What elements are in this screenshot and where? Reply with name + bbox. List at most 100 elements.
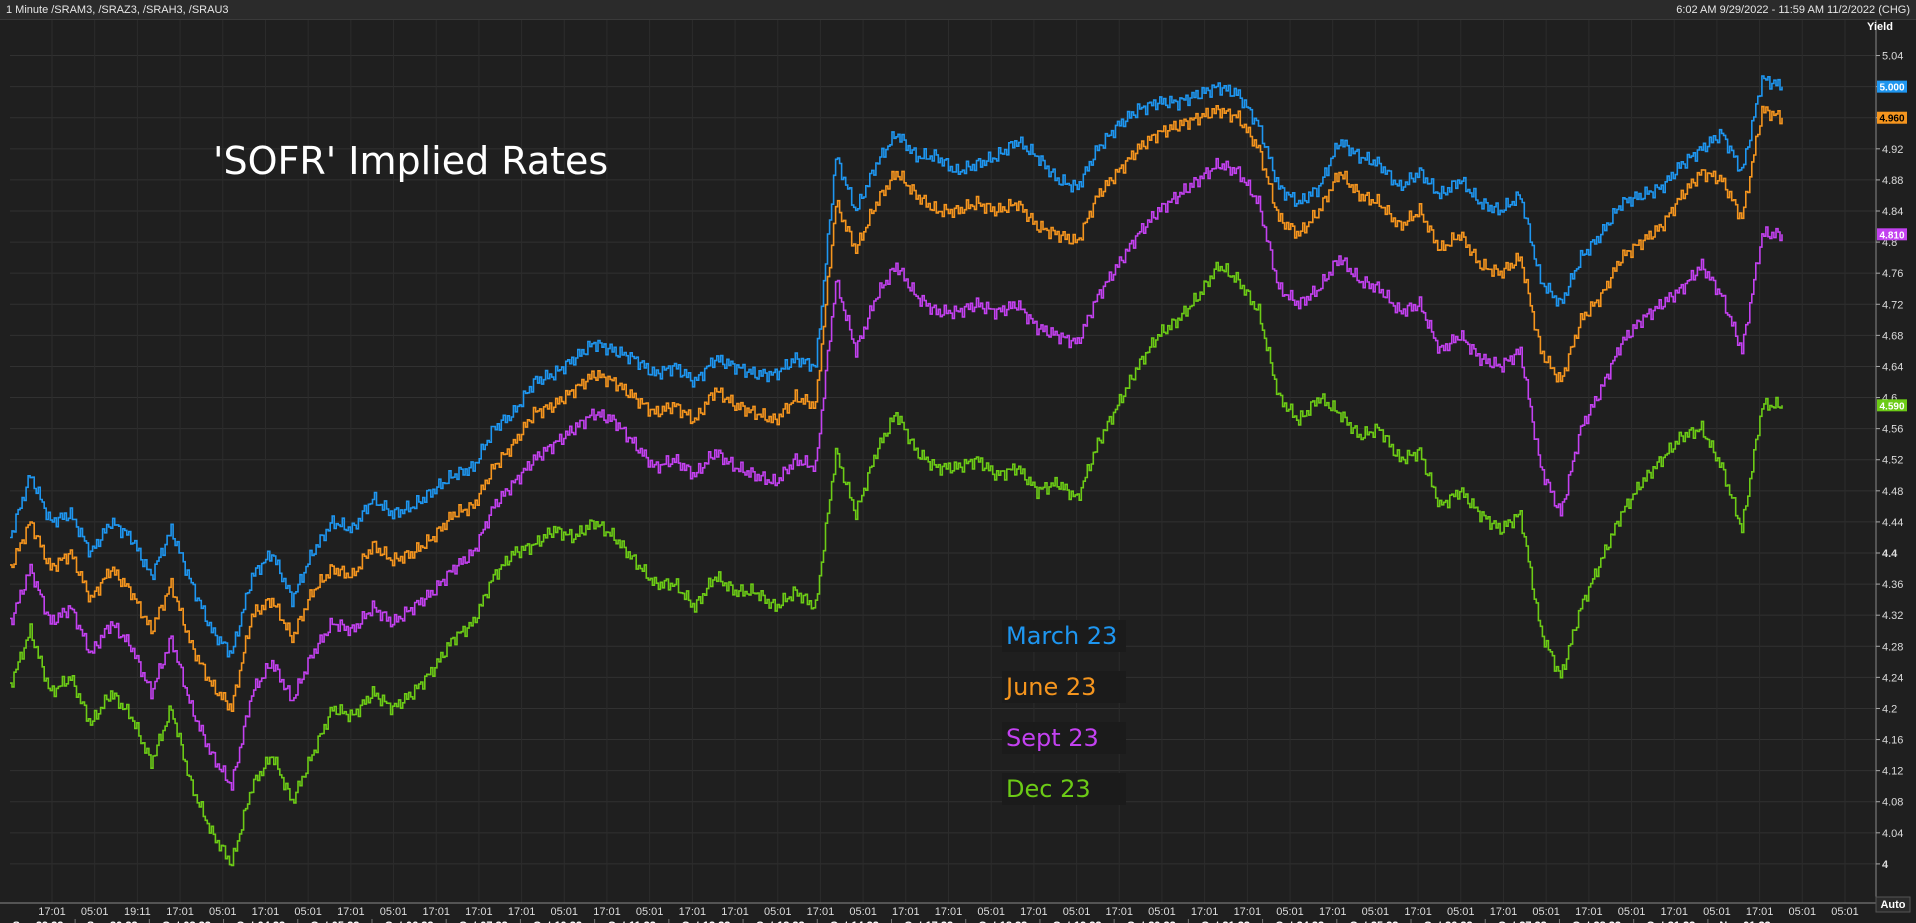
x-date-tick-label: Oct 24 22 <box>1275 920 1324 923</box>
legend-item-bg <box>1002 671 1126 703</box>
x-time-tick-label: 17:01 <box>1020 906 1048 918</box>
x-date-tick-label: Oct 20 22 <box>1127 920 1176 923</box>
x-time-tick-label: 05:01 <box>81 906 109 918</box>
x-time-tick-label: 17:01 <box>465 906 493 918</box>
x-date-tick-label: Oct 28 22 <box>1572 920 1621 923</box>
x-time-tick-label: 17:01 <box>1319 906 1347 918</box>
sofr-implied-rates-chart[interactable]: 5.0454.964.924.884.844.84.764.724.684.64… <box>0 20 1916 923</box>
legend-item-bg <box>1002 773 1126 805</box>
x-date-tick-label: Oct 31 22 <box>1646 920 1695 923</box>
x-date-tick-label: Oct 21 22 <box>1201 920 1250 923</box>
y-tick-label: 4.56 <box>1882 424 1903 436</box>
x-time-tick-label: 17:01 <box>1746 906 1774 918</box>
legend-item-sept-23: Sept 23 <box>1006 724 1099 752</box>
x-time-tick-label: 05:01 <box>1148 906 1176 918</box>
y-tick-label: 4.52 <box>1882 455 1903 467</box>
legend-item-bg <box>1002 722 1126 754</box>
x-time-tick-label: 05:01 <box>294 906 322 918</box>
series-line-dec-23 <box>10 261 1783 867</box>
time-range-label: 6:02 AM 9/29/2022 - 11:59 AM 11/2/2022 (… <box>1676 4 1910 16</box>
y-tick-label: 4.16 <box>1882 735 1903 747</box>
y-tick-label: 4.76 <box>1882 268 1903 280</box>
x-date-tick-label: Oct 13 22 <box>756 920 805 923</box>
last-value-tag <box>1877 80 1907 93</box>
y-tick-label: 4.24 <box>1882 672 1903 684</box>
x-date-tick-label: Oct 04 22 <box>236 920 285 923</box>
window-titlebar: 1 Minute /SRAM3, /SRAZ3, /SRAH3, /SRAU3 … <box>0 0 1916 20</box>
y-axis: 5.0454.964.924.884.844.84.764.724.684.64… <box>1875 20 1903 903</box>
x-date-tick-label: Oct 12 22 <box>681 920 730 923</box>
x-time-tick-label: 05:01 <box>1532 906 1560 918</box>
y-tick-label: 4.64 <box>1882 361 1903 373</box>
x-time-tick-label: 17:01 <box>166 906 194 918</box>
y-tick-label: 4.28 <box>1882 641 1903 653</box>
x-date-tick-label: Oct 10 22 <box>533 920 582 923</box>
x-time-tick-label: 05:01 <box>1362 906 1390 918</box>
y-tick-label: 4.68 <box>1882 330 1903 342</box>
x-time-tick-label: 05:01 <box>1276 906 1304 918</box>
grid <box>10 20 1876 903</box>
last-value-tag <box>1877 111 1907 124</box>
x-time-tick-label: 17:01 <box>892 906 920 918</box>
x-date-tick-label: Oct 26 22 <box>1424 920 1473 923</box>
series-line-march-23 <box>10 75 1783 658</box>
x-time-tick-label: 05:01 <box>977 906 1005 918</box>
x-date-tick-label: Oct 07 22 <box>459 920 508 923</box>
x-time-tick-label: 17:01 <box>1105 906 1133 918</box>
x-time-tick-label: 05:01 <box>1618 906 1646 918</box>
x-time-tick-label: 05:01 <box>1063 906 1091 918</box>
x-time-tick-label: 17:01 <box>679 906 707 918</box>
x-date-tick-label: Oct 14 22 <box>830 920 879 923</box>
y-tick-label: 5.04 <box>1882 51 1903 63</box>
y-tick-label: 4 <box>1882 859 1889 871</box>
x-time-tick-label: 05:01 <box>636 906 664 918</box>
x-time-tick-label: 05:01 <box>1703 906 1731 918</box>
x-time-tick-label: 05:01 <box>551 906 579 918</box>
x-time-tick-label: 17:01 <box>1490 906 1518 918</box>
x-date-tick-label: Nov 01 22 <box>1719 920 1770 923</box>
x-axis: 17:01 05:01 19:11 17:01 05:01 17:01 05:01 17:01… <box>0 902 1876 923</box>
x-time-tick-label: 17:01 <box>807 906 835 918</box>
x-time-tick-label: 17:01 <box>1575 906 1603 918</box>
y-tick-label: 4.36 <box>1882 579 1903 591</box>
auto-scale-button[interactable]: Auto <box>1875 896 1911 913</box>
x-time-tick-label: 05:01 <box>1447 906 1475 918</box>
x-time-tick-label: 17:01 <box>508 906 536 918</box>
x-date-tick-label: Oct 03 22 <box>162 920 211 923</box>
x-time-tick-label: 19:11 <box>124 906 151 918</box>
legend-item-june-23: June 23 <box>1004 673 1096 701</box>
x-time-tick-label: 17:01 <box>935 906 963 918</box>
y-tick-label: 4.84 <box>1882 206 1903 218</box>
last-value-tag <box>1877 399 1907 412</box>
legend-item-dec-23: Dec 23 <box>1006 775 1091 803</box>
y-tick-label: 4.92 <box>1882 144 1903 156</box>
x-date-tick-label: Oct 25 22 <box>1349 920 1398 923</box>
last-value-text: 4.590 <box>1879 401 1904 412</box>
legend-item-march-23: March 23 <box>1006 622 1117 650</box>
series-line-sept-23 <box>10 157 1783 791</box>
x-time-tick-label: 17:01 <box>422 906 450 918</box>
x-time-tick-label: 05:01 <box>1789 906 1817 918</box>
x-date-tick-label: Oct 19 22 <box>1053 920 1102 923</box>
x-time-tick-label: 05:01 <box>764 906 792 918</box>
x-time-tick-label: 17:01 <box>337 906 365 918</box>
x-time-tick-label: 17:01 <box>1191 906 1219 918</box>
y-axis-label: Yield <box>1867 21 1893 33</box>
x-date-tick-label: Sep 30 22 <box>87 920 138 923</box>
x-date-tick-label: Sep 29 22 <box>13 920 64 923</box>
last-value-text: 5.000 <box>1879 83 1904 94</box>
last-value-tags: 5.000 4.960 4.810 4.590 <box>1877 80 1907 412</box>
window-title: 1 Minute /SRAM3, /SRAZ3, /SRAH3, /SRAU3 <box>6 4 229 16</box>
x-date-tick-label: Oct 18 22 <box>978 920 1027 923</box>
legend: March 23 June 23 Sept 23 Dec 23 <box>1002 620 1126 805</box>
x-time-tick-label: 05:01 <box>849 906 877 918</box>
x-date-tick-label: Oct 17 22 <box>904 920 953 923</box>
y-tick-label: 4.2 <box>1882 703 1897 715</box>
series-line-june-23 <box>10 105 1783 712</box>
x-date-tick-label: Oct 11 22 <box>608 920 656 923</box>
x-date-tick-label: Oct 06 22 <box>385 920 434 923</box>
auto-scale-label: Auto <box>1880 899 1905 911</box>
x-time-tick-label: 17:01 <box>1660 906 1688 918</box>
x-date-tick-label: Oct 05 22 <box>310 920 359 923</box>
